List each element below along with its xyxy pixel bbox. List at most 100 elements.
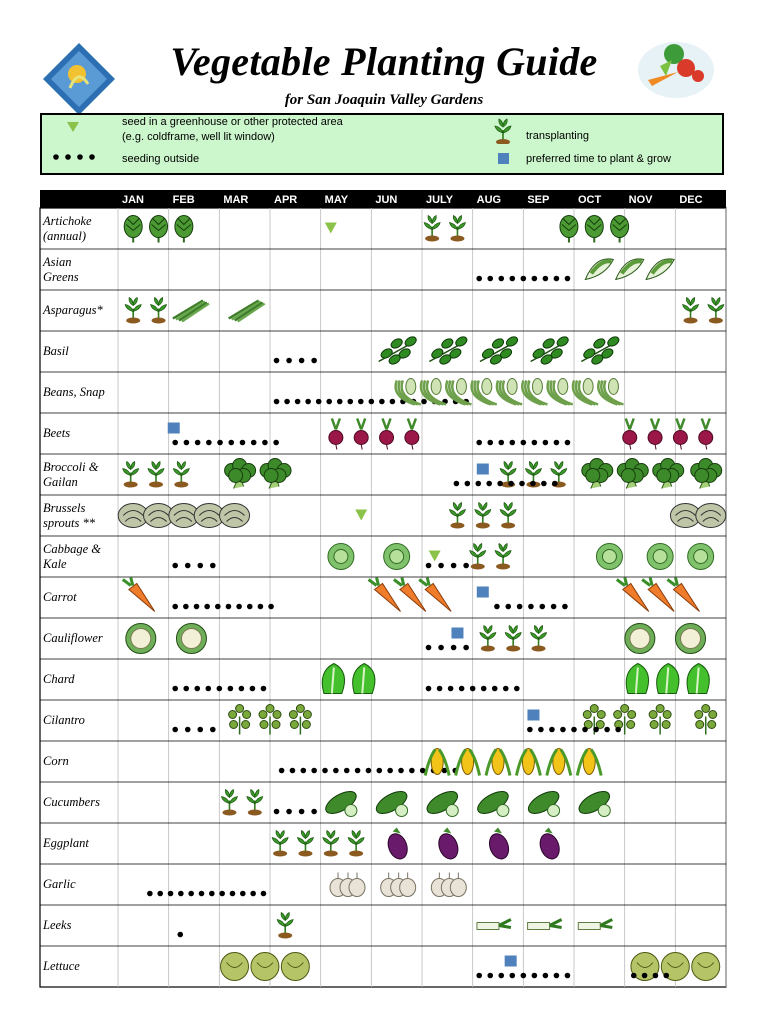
seeding-dot xyxy=(305,398,311,405)
crop-row xyxy=(124,296,725,325)
beet-icon xyxy=(647,418,663,450)
crop-label-line: Cabbage & xyxy=(43,541,101,556)
seeding-dot xyxy=(210,726,216,733)
crop-row xyxy=(125,623,707,654)
month-header: JAN xyxy=(122,194,144,206)
seeding-dot xyxy=(487,439,494,446)
crop-row xyxy=(278,748,603,776)
artichoke-icon xyxy=(610,215,630,243)
transplant-icon xyxy=(321,829,340,858)
seeding-dot xyxy=(217,439,223,446)
seeding-dot xyxy=(326,398,333,405)
seeding-dot xyxy=(480,685,487,692)
artichoke-icon xyxy=(174,215,194,243)
seeding-dot xyxy=(300,767,307,774)
crop-label: Lettuce xyxy=(43,959,117,974)
seeding-dot xyxy=(286,808,292,815)
carrot-icon xyxy=(392,577,427,612)
corn-icon xyxy=(514,748,542,776)
seeding-dot xyxy=(379,398,385,405)
month-header: JUN xyxy=(375,194,397,206)
brussels-icon xyxy=(219,503,251,528)
corn-icon xyxy=(545,748,573,776)
beet-icon xyxy=(404,418,420,450)
seeding-dot xyxy=(183,603,189,610)
seeding-dot xyxy=(476,972,483,979)
lettuce-icon xyxy=(691,952,721,981)
seeding-dot xyxy=(550,603,557,610)
artichoke-icon xyxy=(149,215,169,243)
carrot-icon xyxy=(641,577,675,612)
beet-icon xyxy=(379,418,395,450)
bean-icon xyxy=(597,378,624,406)
seeding-dot xyxy=(354,767,361,774)
seeding-dot xyxy=(183,685,190,692)
seeding-dot xyxy=(262,439,268,446)
seeding-dot xyxy=(463,644,469,651)
seeding-dot xyxy=(311,808,317,815)
preferred-marker xyxy=(476,586,489,598)
seeding-dot xyxy=(273,398,280,405)
transplant-icon xyxy=(347,829,365,858)
seeding-dot xyxy=(630,972,637,979)
cauliflower-icon xyxy=(675,623,707,654)
crop-label-line: Brussels xyxy=(43,500,86,515)
seeding-dot xyxy=(184,726,191,733)
seeding-dot xyxy=(343,767,350,774)
seeding-dot xyxy=(438,562,444,569)
lettuce-icon xyxy=(280,952,310,981)
leek-icon xyxy=(476,918,512,930)
seeding-dot xyxy=(458,685,465,692)
transplant-icon xyxy=(468,542,487,571)
crop-row xyxy=(476,258,675,282)
seeding-dot xyxy=(652,972,659,979)
seeding-dot xyxy=(238,685,245,692)
seeding-dot xyxy=(464,480,471,487)
cauliflower-icon xyxy=(175,623,207,654)
carrot-icon xyxy=(121,577,156,612)
legend-greenhouse-line2: (e.g. coldframe, well lit window) xyxy=(122,131,275,143)
seeding-dot xyxy=(260,685,267,692)
transplant-icon xyxy=(473,501,492,530)
cilantro-icon xyxy=(582,704,606,735)
seeding-dot xyxy=(294,398,301,405)
crop-label: Brussels sprouts ** xyxy=(43,501,117,531)
crop-label-line: Beets xyxy=(43,426,71,440)
cilantro-icon xyxy=(228,704,252,735)
brussels-icon xyxy=(695,503,727,528)
transplant-icon xyxy=(423,214,441,243)
seeding-dot xyxy=(475,480,482,487)
basil-icon xyxy=(428,336,468,365)
corn-icon xyxy=(423,748,451,776)
lettuce-icon xyxy=(250,952,280,981)
garlic-icon xyxy=(380,872,417,897)
seeding-dot xyxy=(531,275,538,282)
cucumber-icon xyxy=(527,791,561,817)
cucumber-icon xyxy=(578,791,611,817)
cilantro-icon xyxy=(258,704,282,735)
seeding-dot xyxy=(615,726,621,733)
chard-icon xyxy=(656,662,680,694)
basil-icon xyxy=(580,336,620,365)
chard-icon xyxy=(352,662,376,694)
corn-icon xyxy=(575,748,603,776)
bean-icon xyxy=(571,378,599,406)
carrot-icon xyxy=(666,577,700,612)
crop-label-line: sprouts ** xyxy=(43,515,95,530)
transplant-icon xyxy=(172,460,191,489)
seeding-dot xyxy=(604,726,610,733)
seeding-dot xyxy=(215,603,221,610)
seeding-dot xyxy=(450,644,457,651)
transplant-icon xyxy=(147,460,165,489)
seeding-dot xyxy=(358,398,364,405)
crop-label: Cilantro xyxy=(43,713,117,728)
seeding-dot xyxy=(520,439,527,446)
seeding-dot xyxy=(273,808,280,815)
seeding-dot xyxy=(508,480,514,487)
bokchoy-icon xyxy=(614,258,645,281)
seeding-dot xyxy=(289,767,296,774)
seeding-dot xyxy=(564,972,571,979)
cabbage-icon xyxy=(383,543,411,570)
seeding-dot xyxy=(593,726,599,733)
seeding-dot xyxy=(336,398,343,405)
